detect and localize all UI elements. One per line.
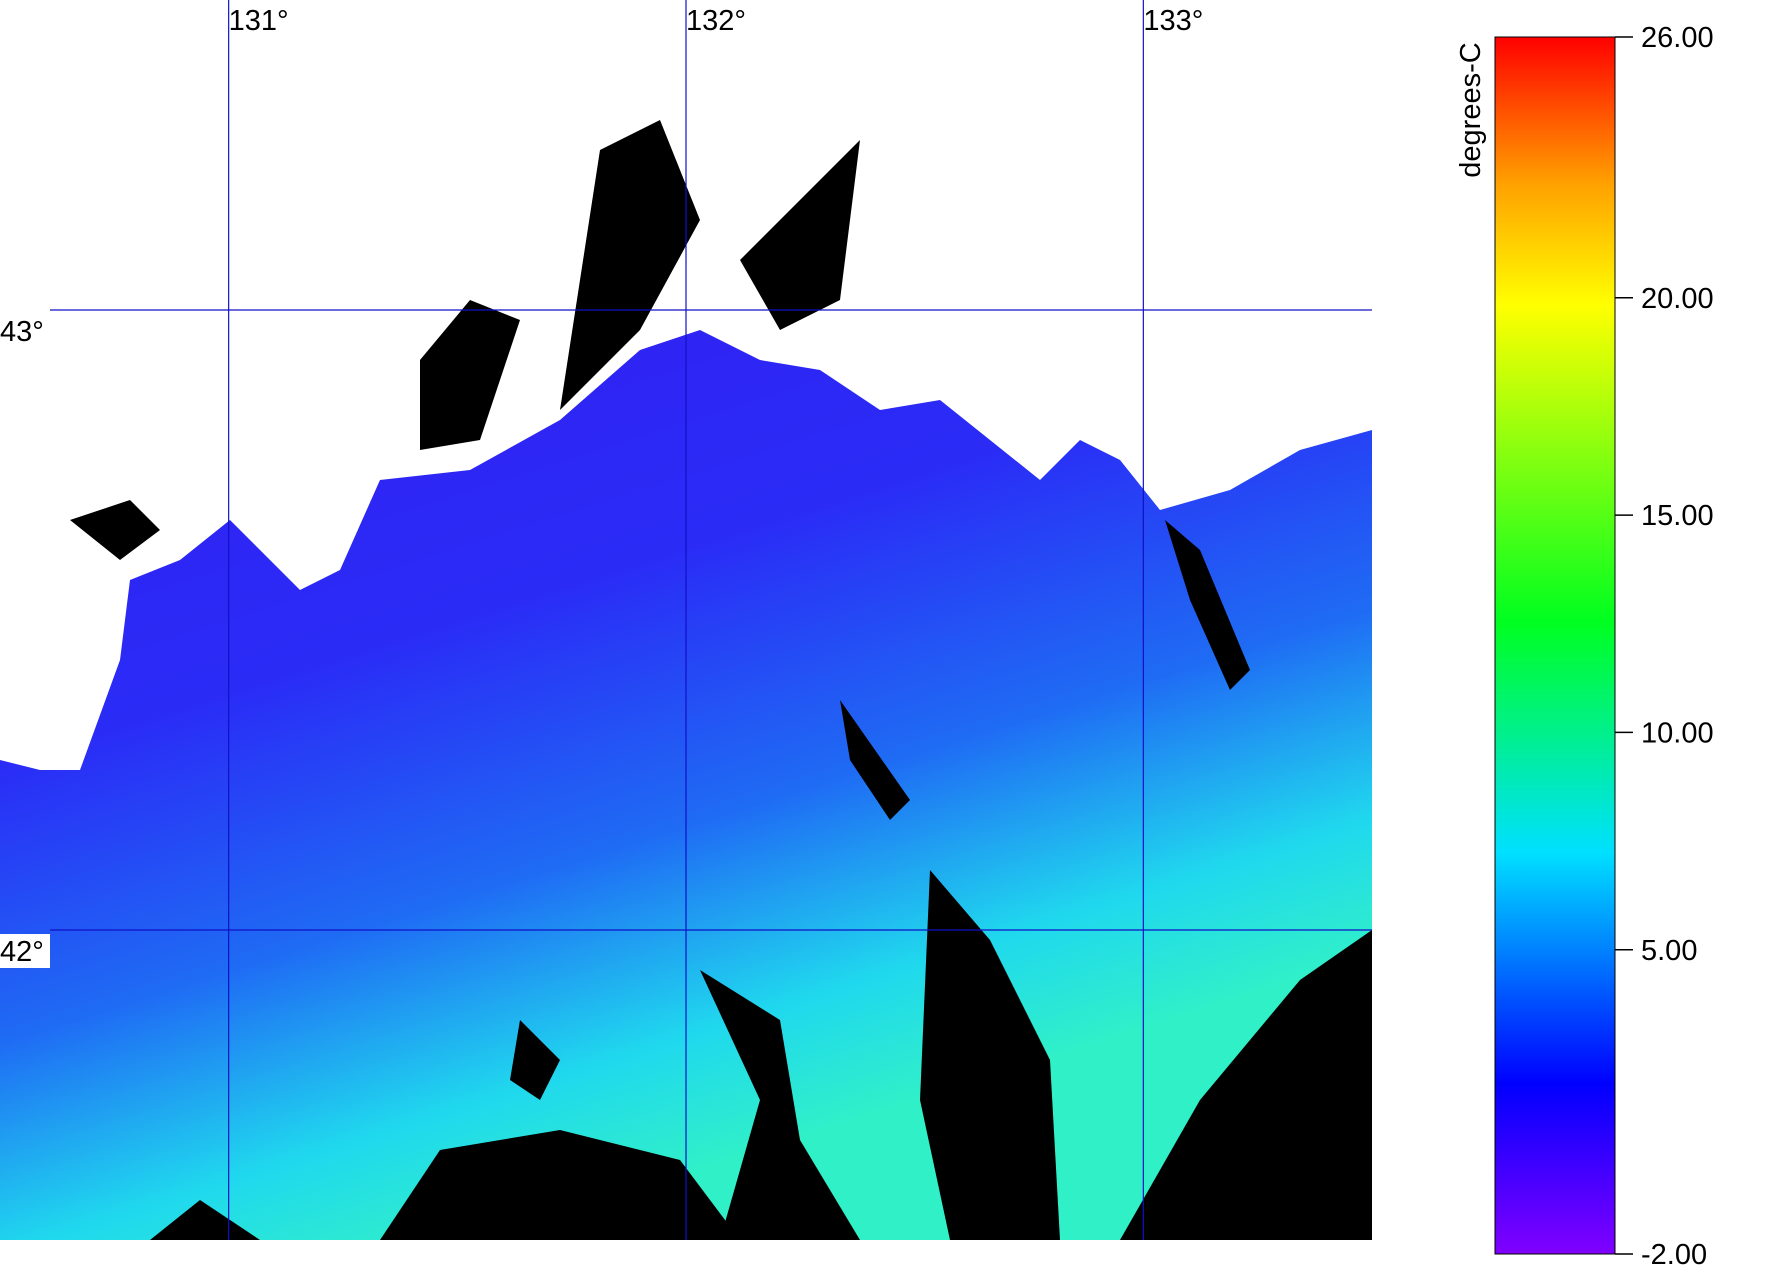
lon-tick-label: 133° [1143,5,1203,37]
colorbar-tick-label: 15.00 [1641,500,1714,532]
colorbar-tick-label: 5.00 [1641,935,1697,967]
land [0,0,1372,770]
lon-tick-label: 131° [229,5,289,37]
lat-tick-label: 43° [0,316,44,348]
colorbar-tick-label: 26.00 [1641,22,1714,54]
land-dark [150,520,1372,1240]
label-bg [0,314,50,348]
map: 131° 132° 133° 43° 42° [0,0,1372,1240]
colorbar-tick-label: -2.00 [1641,1239,1707,1271]
label-bg [0,934,50,968]
colorbar [1494,36,1616,1255]
lat-tick-label: 42° [0,936,44,968]
land-dark [70,120,860,560]
colorbar-tick-label: 20.00 [1641,283,1714,315]
colorbar-label: degrees-C [1455,42,1487,177]
colorbar-tick-label: 10.00 [1641,717,1714,749]
lon-tick-label: 132° [686,5,746,37]
